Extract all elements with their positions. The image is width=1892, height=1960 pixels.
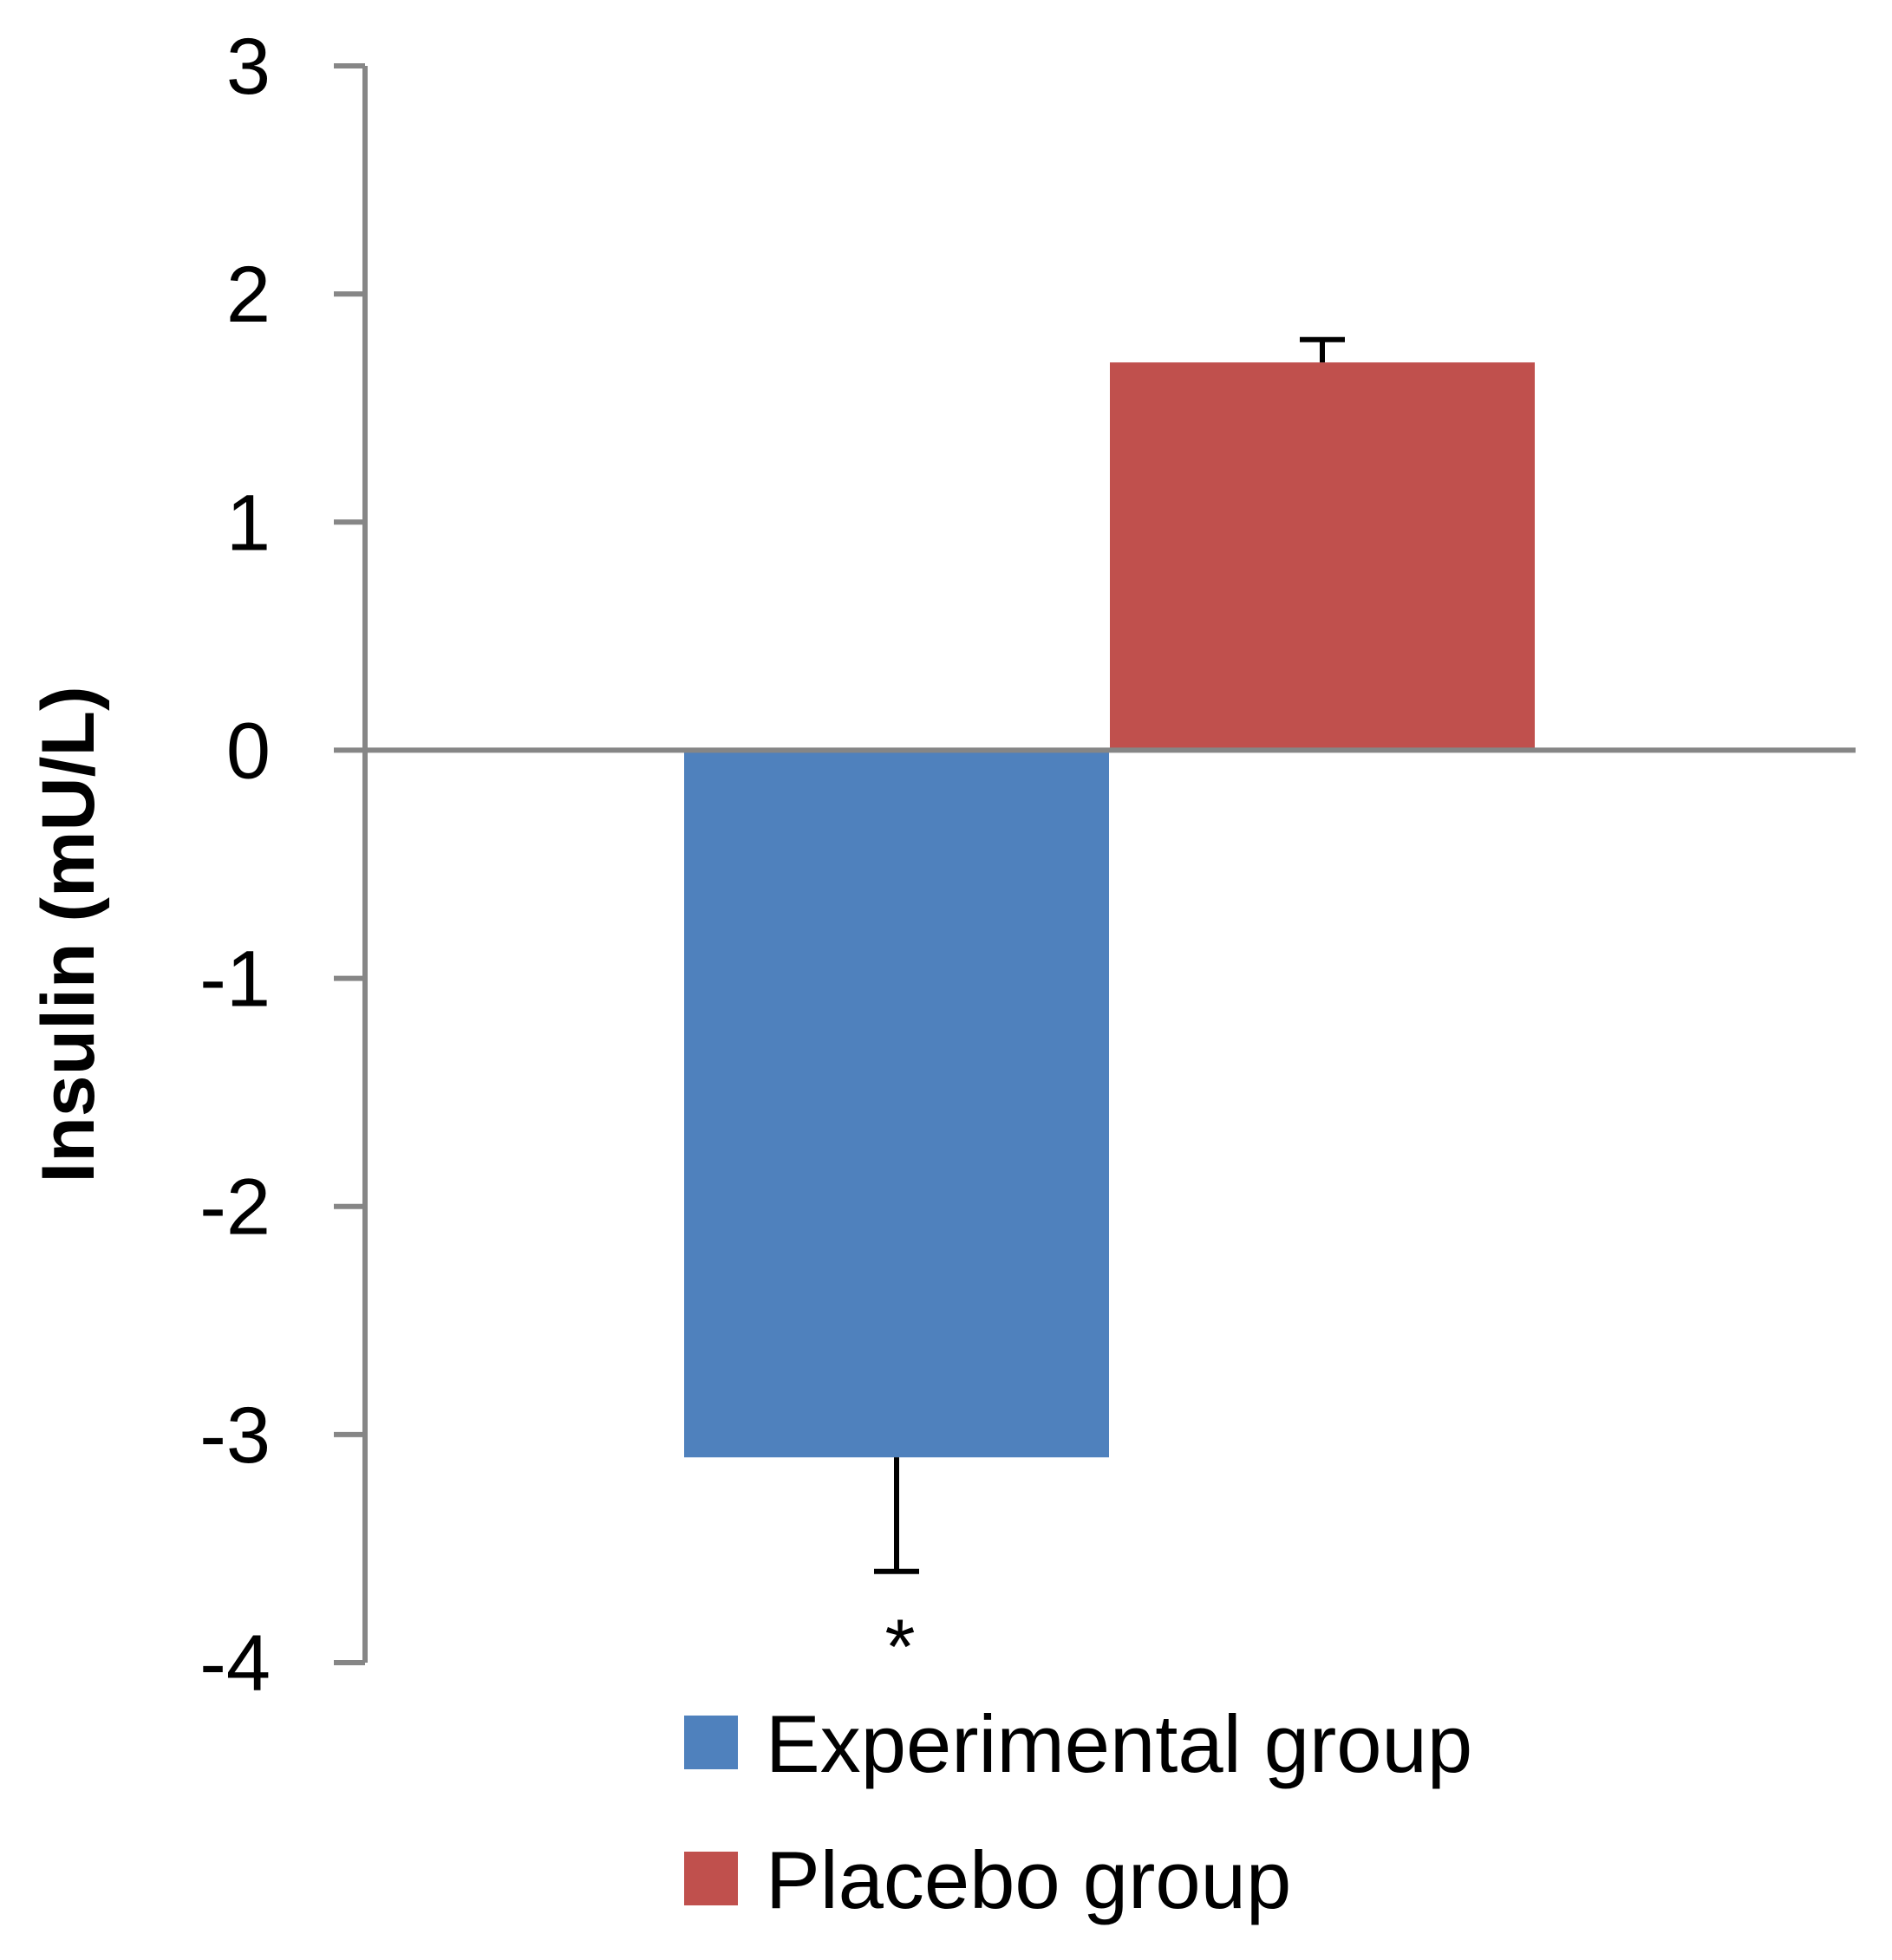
legend: Experimental group Placebo group bbox=[684, 1698, 1472, 1925]
bars-layer bbox=[684, 362, 1535, 1458]
y-tick-label--1: -1 bbox=[199, 935, 271, 1024]
y-tick-label-2: 2 bbox=[226, 251, 271, 339]
bar-experimental-group bbox=[684, 750, 1109, 1458]
legend-placebo-group-swatch bbox=[684, 1852, 738, 1905]
legend-experimental-group-swatch bbox=[684, 1716, 738, 1769]
y-tick-label--3: -3 bbox=[199, 1391, 271, 1480]
y-tick-label--4: -4 bbox=[199, 1619, 271, 1708]
y-tick-label-0: 0 bbox=[226, 707, 271, 795]
y-axis-label: Insulin (mU/L) bbox=[27, 686, 110, 1182]
bar-placebo-group bbox=[1110, 362, 1535, 751]
y-tick-label--2: -2 bbox=[199, 1163, 271, 1252]
legend-experimental-group-label: Experimental group bbox=[766, 1698, 1472, 1789]
legend-placebo-group-label: Placebo group bbox=[766, 1834, 1291, 1925]
y-tick-label-3: 3 bbox=[226, 23, 271, 111]
axis-layer: 3 2 1 0 -1 -2 -3 -4 bbox=[199, 23, 1856, 1708]
y-tick-label-1: 1 bbox=[226, 479, 271, 567]
significance-marker: * bbox=[884, 1605, 915, 1691]
error-bars-layer bbox=[874, 336, 1345, 1574]
annotation-layer: * bbox=[884, 1605, 915, 1691]
